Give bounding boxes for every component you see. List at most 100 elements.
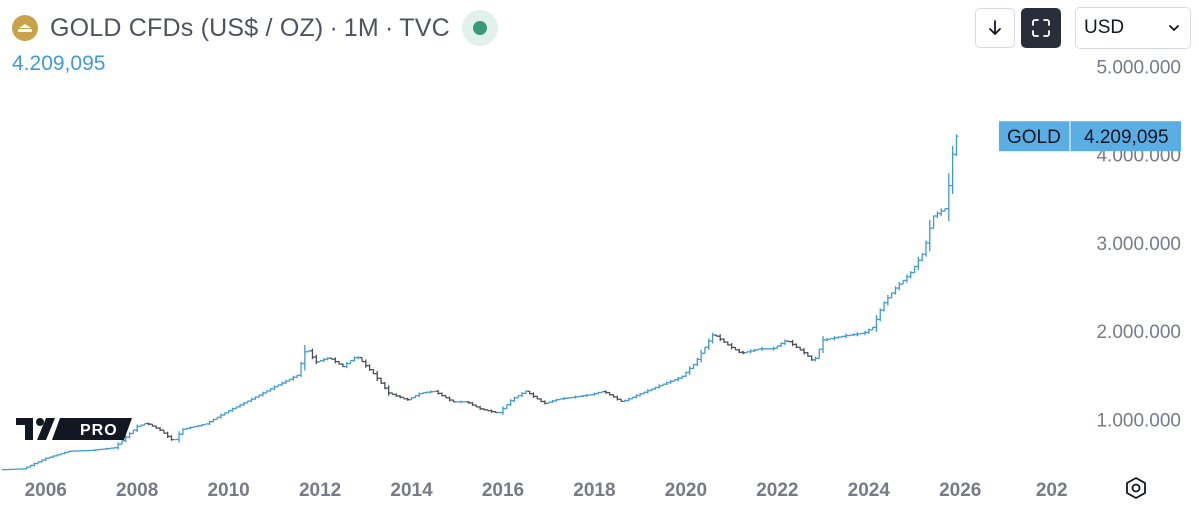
- ohlc-bar: [504, 403, 509, 410]
- ohlc-bar: [344, 361, 349, 369]
- ohlc-bar: [600, 390, 605, 394]
- x-tick-label: 2022: [756, 480, 798, 501]
- ohlc-bar: [706, 338, 711, 350]
- ohlc-bar: [43, 457, 48, 461]
- ohlc-bar: [581, 395, 586, 397]
- ohlc-bar: [729, 343, 734, 350]
- ohlc-bar: [135, 424, 140, 433]
- ohlc-bar: [199, 423, 204, 427]
- ohlc-bar: [664, 381, 669, 386]
- ohlc-bar: [264, 390, 269, 394]
- ohlc-bar: [253, 396, 258, 400]
- ohlc-bar: [329, 357, 334, 360]
- ohlc-bar: [683, 371, 688, 377]
- ohlc-bar: [923, 240, 928, 257]
- ohlc-bar: [935, 211, 940, 219]
- ohlc-bar: [542, 400, 547, 405]
- ohlc-bar: [866, 328, 871, 334]
- interval-label[interactable]: 1M: [343, 13, 379, 42]
- ohlc-bar: [348, 359, 353, 365]
- download-button[interactable]: [975, 8, 1015, 48]
- ohlc-bar: [500, 406, 505, 415]
- ohlc-bar: [508, 399, 513, 407]
- ohlc-bar: [626, 397, 631, 402]
- ohlc-bar: [775, 345, 780, 350]
- hexagon-settings-icon[interactable]: [1124, 476, 1148, 500]
- ohlc-bar: [702, 346, 707, 354]
- ohlc-bar: [405, 397, 410, 401]
- ohlc-bar: [882, 301, 887, 312]
- x-tick-label: 2010: [207, 480, 249, 501]
- ohlc-bar: [512, 396, 517, 403]
- ohlc-bar: [93, 449, 98, 451]
- ohlc-bar: [748, 349, 753, 354]
- ohlc-bar: [451, 399, 456, 403]
- ohlc-bar: [222, 412, 227, 416]
- ohlc-bar: [295, 374, 300, 378]
- ohlc-bar: [169, 435, 174, 441]
- ohlc-bar: [794, 343, 799, 349]
- ohlc-bar: [85, 449, 90, 452]
- ohlc-bar: [20, 468, 25, 470]
- ohlc-bar: [611, 394, 616, 398]
- ohlc-bar: [725, 341, 730, 346]
- x-tick-label: 2014: [390, 480, 433, 501]
- ohlc-bar: [219, 413, 224, 419]
- ohlc-bar: [39, 459, 44, 463]
- ohlc-bar: [558, 398, 563, 401]
- ohlc-bar: [279, 381, 284, 387]
- ohlc-bar: [474, 404, 479, 408]
- ohlc-bar: [767, 348, 772, 350]
- ohlc-bar: [699, 349, 704, 363]
- ohlc-bar: [74, 450, 79, 452]
- fullscreen-icon: [1032, 19, 1050, 37]
- ohlc-bar: [58, 452, 63, 456]
- ohlc-bar: [32, 462, 37, 467]
- ohlc-bar: [676, 376, 681, 382]
- ohlc-bar: [607, 391, 612, 396]
- ohlc-bar: [177, 431, 182, 443]
- ohlc-bar: [66, 450, 71, 454]
- ohlc-bar: [550, 399, 555, 404]
- tradingview-pro-watermark: PRO: [16, 418, 132, 440]
- ohlc-bar: [687, 366, 692, 375]
- fullscreen-button[interactable]: [1021, 8, 1061, 48]
- x-tick-label: 2024: [848, 480, 891, 501]
- ohlc-bar: [577, 395, 582, 398]
- ohlc-bar: [55, 454, 60, 457]
- ohlc-bar: [943, 207, 948, 212]
- x-tick-label: 2012: [299, 480, 341, 501]
- ohlc-bar: [337, 360, 342, 365]
- ohlc-bar: [184, 427, 189, 430]
- ohlc-bar: [916, 256, 921, 271]
- ohlc-bar: [771, 346, 776, 351]
- ohlc-bar: [100, 448, 105, 451]
- ohlc-bar: [352, 356, 357, 362]
- ohlc-bar: [375, 370, 380, 382]
- ohlc-bar: [901, 279, 906, 285]
- ohlc-bar: [828, 337, 833, 340]
- ohlc-bar: [424, 391, 429, 394]
- ohlc-bar: [802, 348, 807, 355]
- currency-select[interactable]: USD: [1075, 7, 1191, 49]
- ohlc-bar: [356, 356, 361, 360]
- ohlc-bar: [9, 468, 14, 471]
- ohlc-bar: [13, 468, 18, 470]
- symbol-header[interactable]: GOLD CFDs (US$ / OZ) · 1M · TVC: [12, 10, 498, 46]
- ohlc-bar: [180, 428, 185, 436]
- symbol-title[interactable]: GOLD CFDs (US$ / OZ): [50, 13, 324, 42]
- ohlc-bar: [649, 388, 654, 392]
- ohlc-bar: [908, 271, 913, 279]
- ohlc-bar: [386, 385, 391, 396]
- ohlc-bar: [733, 346, 738, 351]
- ohlc-bar: [367, 364, 372, 371]
- ohlc-bar: [360, 356, 365, 363]
- ohlc-bar: [927, 219, 932, 252]
- ohlc-bar: [215, 416, 220, 421]
- ohlc-bar: [893, 286, 898, 295]
- market-open-dot-icon[interactable]: [461, 10, 498, 46]
- y-tick-label: 2.000.000: [1096, 322, 1181, 343]
- ohlc-bar: [447, 396, 452, 402]
- ohlc-bar: [897, 281, 902, 291]
